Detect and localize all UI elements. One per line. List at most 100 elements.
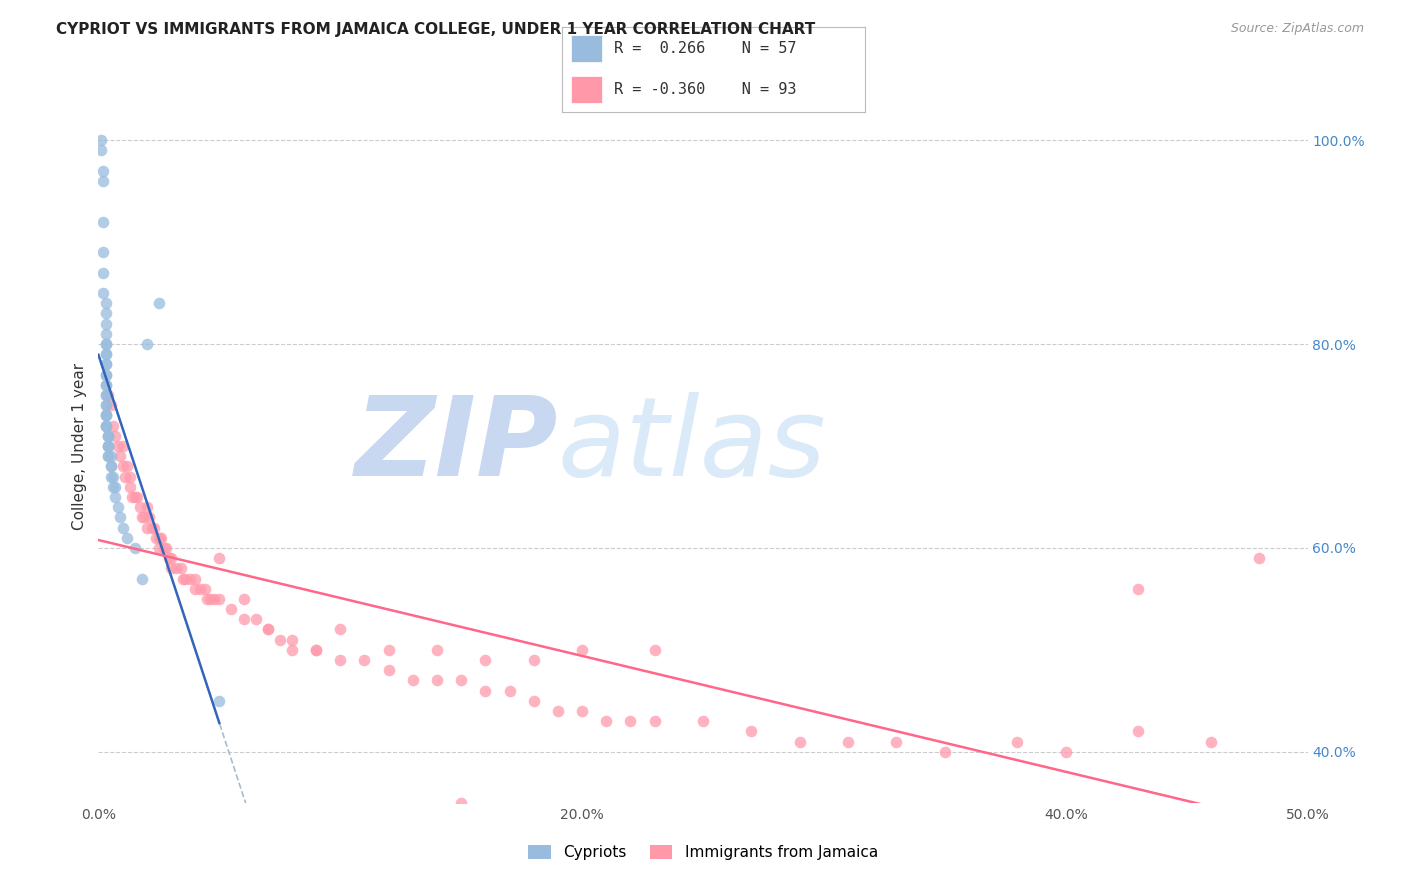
Point (94, 409, 117, 423)
Point (148, 541, 170, 555)
Point (94, 337, 117, 351)
Point (837, 734, 859, 748)
Point (143, 520, 166, 534)
Point (474, 653, 496, 667)
Bar (571, 76, 602, 103)
Point (184, 572, 207, 586)
Point (157, 551, 180, 566)
Point (104, 490, 127, 504)
Point (208, 694, 231, 708)
Point (269, 632, 291, 647)
Text: R =  0.266    N = 57: R = 0.266 N = 57 (614, 41, 796, 56)
Point (97, 449, 120, 463)
Point (97, 429, 120, 443)
Point (595, 714, 617, 729)
Point (94, 388, 117, 402)
Point (94, 337, 117, 351)
Point (94, 296, 117, 310)
Point (184, 582, 207, 596)
Point (94, 409, 117, 423)
Point (377, 663, 399, 677)
Point (134, 510, 156, 524)
Point (104, 429, 127, 443)
Point (97, 439, 120, 453)
Legend: Cypriots, Immigrants from Jamaica: Cypriots, Immigrants from Jamaica (522, 839, 884, 866)
Point (111, 439, 134, 453)
Point (256, 623, 278, 637)
Point (160, 551, 183, 566)
Point (150, 531, 173, 545)
Point (108, 449, 131, 463)
Point (198, 591, 221, 606)
Point (426, 673, 449, 688)
Point (232, 612, 254, 626)
Point (886, 734, 908, 748)
Point (94, 326, 117, 341)
Point (100, 459, 122, 474)
Point (172, 572, 194, 586)
Point (194, 582, 217, 596)
Point (155, 541, 177, 555)
Point (547, 704, 569, 718)
Point (426, 643, 449, 657)
Point (644, 714, 666, 729)
Point (127, 490, 149, 504)
Point (107, 439, 129, 453)
Text: atlas: atlas (558, 392, 827, 500)
Point (152, 541, 174, 555)
Point (124, 490, 146, 504)
Point (94, 368, 117, 382)
Point (498, 683, 520, 698)
Point (101, 480, 124, 494)
Point (1054, 745, 1077, 759)
Point (1128, 724, 1150, 739)
Point (104, 480, 127, 494)
Point (1128, 582, 1150, 596)
Point (353, 653, 375, 667)
Point (179, 572, 201, 586)
Point (118, 480, 141, 494)
Point (91, 266, 114, 280)
Point (135, 520, 157, 534)
Point (94, 418, 117, 433)
Point (117, 531, 139, 545)
Point (121, 490, 143, 504)
Point (94, 388, 117, 402)
Point (208, 591, 231, 606)
Point (523, 694, 546, 708)
Point (329, 623, 352, 637)
Point (97, 429, 120, 443)
Point (114, 469, 136, 483)
Point (94, 347, 117, 361)
Point (232, 591, 254, 606)
Point (402, 673, 425, 688)
Point (128, 500, 150, 515)
Point (789, 734, 811, 748)
Point (138, 510, 160, 524)
Point (91, 174, 114, 188)
Point (450, 673, 472, 688)
Point (94, 418, 117, 433)
Point (117, 459, 139, 474)
Point (204, 591, 226, 606)
Point (97, 449, 120, 463)
Point (131, 510, 153, 524)
Point (450, 796, 472, 810)
Point (377, 643, 399, 657)
Point (97, 439, 120, 453)
Point (100, 469, 122, 483)
Point (523, 653, 546, 667)
Point (94, 358, 117, 372)
Point (305, 643, 328, 657)
Point (148, 531, 170, 545)
Point (135, 337, 157, 351)
Point (474, 683, 496, 698)
Point (619, 714, 641, 729)
Point (94, 398, 117, 412)
Point (94, 418, 117, 433)
Point (90, 144, 112, 158)
Point (169, 561, 191, 575)
Point (108, 510, 131, 524)
Point (111, 520, 134, 534)
Point (740, 724, 762, 739)
